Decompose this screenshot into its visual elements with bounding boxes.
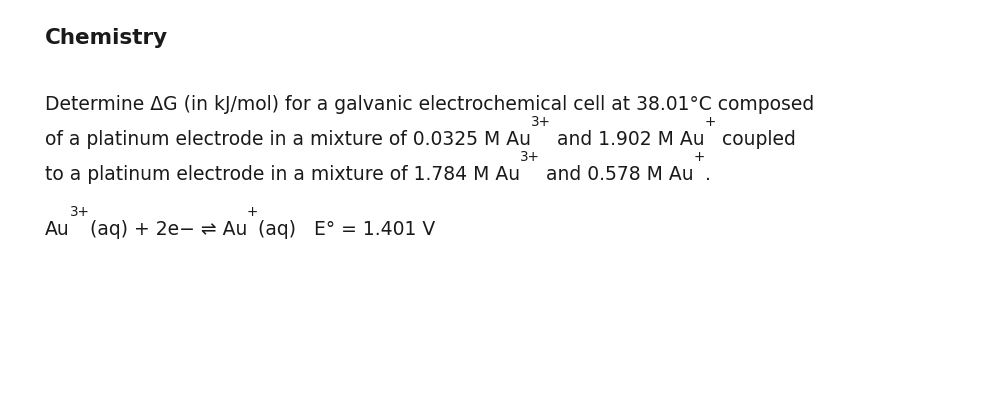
Text: Au: Au <box>45 220 69 239</box>
Text: of a platinum electrode in a mixture of 0.0325 M Au: of a platinum electrode in a mixture of … <box>45 130 531 149</box>
Text: coupled: coupled <box>716 130 796 149</box>
Text: (aq) + 2e− ⇌ Au: (aq) + 2e− ⇌ Au <box>89 220 247 239</box>
Text: and 0.578 M Au: and 0.578 M Au <box>540 165 693 184</box>
Text: (aq)   E° = 1.401 V: (aq) E° = 1.401 V <box>258 220 435 239</box>
Text: Determine ΔG (in kJ/mol) for a galvanic electrochemical cell at 38.01°C composed: Determine ΔG (in kJ/mol) for a galvanic … <box>45 95 814 114</box>
Text: to a platinum electrode in a mixture of 1.784 M Au: to a platinum electrode in a mixture of … <box>45 165 520 184</box>
Text: +: + <box>693 150 705 164</box>
Text: +: + <box>704 114 716 129</box>
Text: and 1.902 M Au: and 1.902 M Au <box>551 130 704 149</box>
Text: Chemistry: Chemistry <box>45 28 168 48</box>
Text: 3+: 3+ <box>69 205 89 219</box>
Text: +: + <box>247 205 258 219</box>
Text: 3+: 3+ <box>531 114 551 129</box>
Text: 3+: 3+ <box>520 150 540 164</box>
Text: .: . <box>705 165 710 184</box>
